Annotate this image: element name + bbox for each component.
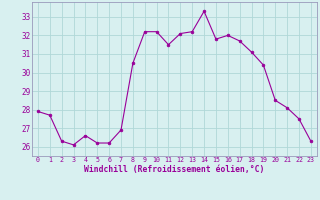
X-axis label: Windchill (Refroidissement éolien,°C): Windchill (Refroidissement éolien,°C) [84,165,265,174]
